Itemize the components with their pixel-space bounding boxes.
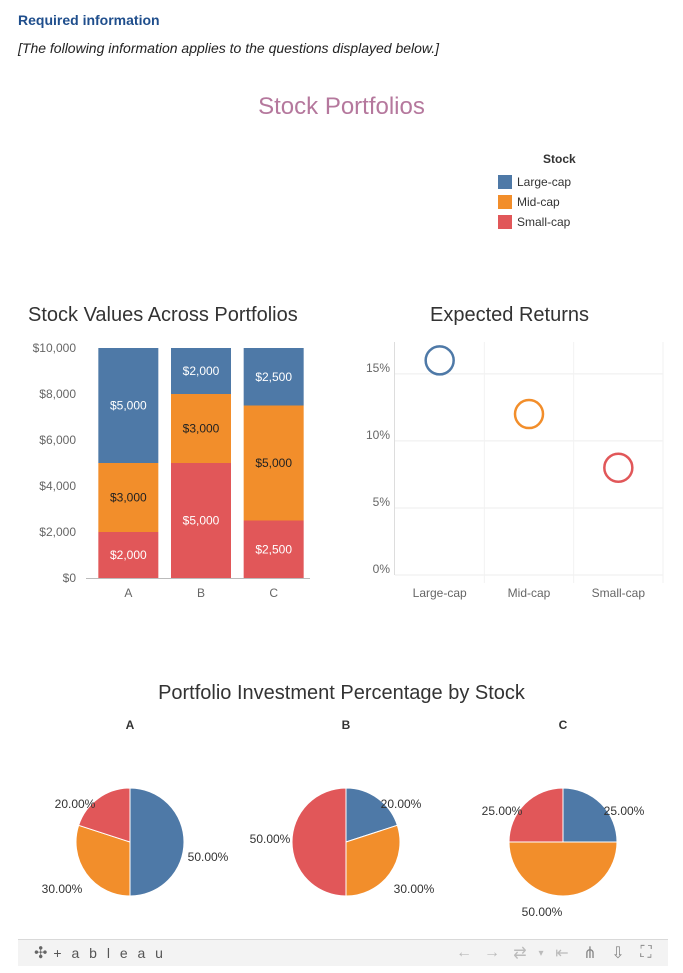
- bar-segment: [98, 532, 159, 578]
- bar-segment: [171, 348, 231, 394]
- bar-value-label: $2,500: [255, 542, 292, 556]
- pie-slice-label: 50.00%: [188, 850, 229, 864]
- pie-slice-label: 30.00%: [42, 882, 83, 896]
- pie-slice: [345, 824, 401, 897]
- x-tick-label: C: [269, 586, 278, 600]
- bar-value-label: $2,000: [183, 364, 220, 378]
- scatter-point: [603, 452, 634, 483]
- y-tick-label: $2,000: [39, 525, 76, 539]
- pie-slice-label: 20.00%: [55, 797, 96, 811]
- stock-legend: Stock Large-cap Mid-cap Small-cap: [498, 152, 576, 232]
- pie-slice: [508, 841, 618, 897]
- y-tick-label: 10%: [366, 428, 390, 442]
- dashboard-title: Stock Portfolios: [258, 93, 425, 120]
- x-tick-label: A: [124, 586, 132, 600]
- y-tick-label: 0%: [373, 562, 391, 576]
- y-tick-label: $4,000: [39, 479, 76, 493]
- pie-slice: [129, 787, 185, 897]
- legend-label: Small-cap: [517, 215, 571, 229]
- bar-value-label: $2,000: [110, 548, 147, 562]
- redo-icon[interactable]: →: [484, 944, 500, 961]
- legend-swatch: [498, 195, 512, 209]
- bar-value-label: $5,000: [183, 514, 220, 528]
- bar-segment: [98, 463, 159, 532]
- revert-icon[interactable]: ⇄: [513, 945, 527, 962]
- expected-returns-scatter-chart: 0% 5% 10% 15% Large-cap Mid-cap Small-cap: [366, 342, 664, 600]
- x-tick-label: Large-cap: [413, 586, 467, 600]
- pie-slice-label: 20.00%: [381, 797, 422, 811]
- pie-label: A: [126, 718, 135, 732]
- tableau-logo[interactable]: ✣ + a b l e a u: [34, 943, 166, 963]
- bar-chart-title: Stock Values Across Portfolios: [28, 304, 298, 326]
- tableau-logo-icon: ✣: [34, 945, 48, 962]
- y-tick-label: $8,000: [39, 387, 76, 401]
- pie-slice-label: 50.00%: [522, 905, 563, 919]
- bar-value-label: $2,500: [255, 370, 292, 384]
- pie-slice-label: 30.00%: [394, 882, 435, 896]
- scatter-point: [513, 398, 545, 430]
- scatter-point: [424, 345, 455, 376]
- legend-item-small-cap[interactable]: Small-cap: [498, 212, 576, 232]
- pie-label: B: [342, 718, 351, 732]
- pie-slice: [508, 787, 564, 843]
- undo-icon[interactable]: ←: [456, 944, 472, 961]
- legend-swatch: [498, 215, 512, 229]
- x-tick-label: Small-cap: [592, 586, 646, 600]
- y-tick-label: $0: [63, 571, 77, 585]
- fullscreen-icon[interactable]: ⛶: [640, 944, 652, 961]
- portfolio-pie-charts: A 50.00% 30.00% 20.00% B 20.00% 30.00% 50.00% C 2…: [42, 718, 645, 919]
- pie-slice: [562, 787, 618, 843]
- tableau-toolbar: ✣ + a b l e a u ← → ⇄ ▾ ⇤ ⋔ ⇩ ⛶: [18, 939, 668, 966]
- share-icon[interactable]: ⋔: [583, 945, 597, 962]
- pie-slice: [78, 787, 131, 843]
- revert-menu-icon[interactable]: ▾: [538, 947, 544, 959]
- bar-segment: [243, 520, 304, 578]
- pie-slice-label: 25.00%: [604, 804, 645, 818]
- bar-segment: [243, 348, 304, 406]
- y-tick-label: $6,000: [39, 433, 76, 447]
- bar-segment: [171, 463, 231, 578]
- pie-chart-title: Portfolio Investment Percentage by Stock: [158, 682, 525, 704]
- legend-item-large-cap[interactable]: Large-cap: [498, 172, 576, 192]
- reset-icon[interactable]: ⇤: [555, 945, 569, 962]
- x-tick-label: B: [197, 586, 205, 600]
- pie-label: C: [559, 718, 568, 732]
- legend-label: Large-cap: [517, 175, 572, 189]
- y-tick-label: 15%: [366, 361, 390, 375]
- required-information-label: Required information: [18, 12, 160, 28]
- pie-slice: [75, 824, 131, 897]
- download-icon[interactable]: ⇩: [611, 945, 625, 962]
- legend-label: Mid-cap: [517, 195, 560, 209]
- legend-item-mid-cap[interactable]: Mid-cap: [498, 192, 576, 212]
- pie-slice: [291, 787, 347, 897]
- pie-slice-label: 25.00%: [482, 804, 523, 818]
- bar-segment: [171, 394, 231, 463]
- bar-value-label: $5,000: [110, 399, 147, 413]
- bar-segment: [243, 405, 304, 521]
- pie-slice: [345, 787, 398, 843]
- x-tick-label: Mid-cap: [508, 586, 551, 600]
- legend-title: Stock: [543, 152, 576, 166]
- tableau-wordmark: + a b l e a u: [53, 945, 166, 961]
- bar-value-label: $3,000: [110, 491, 147, 505]
- stock-values-bar-chart: $0 $2,000 $4,000 $6,000 $8,000 $10,000 $2,000 $…: [33, 341, 310, 600]
- instructions-note: [The following information applies to th…: [18, 40, 440, 56]
- y-tick-label: $10,000: [33, 341, 77, 355]
- bar-segment: [98, 348, 159, 463]
- bar-value-label: $5,000: [255, 456, 292, 470]
- pie-slice-label: 50.00%: [250, 832, 291, 846]
- legend-swatch: [498, 175, 512, 189]
- bar-value-label: $3,000: [183, 422, 220, 436]
- scatter-chart-title: Expected Returns: [430, 304, 589, 326]
- y-tick-label: 5%: [373, 495, 391, 509]
